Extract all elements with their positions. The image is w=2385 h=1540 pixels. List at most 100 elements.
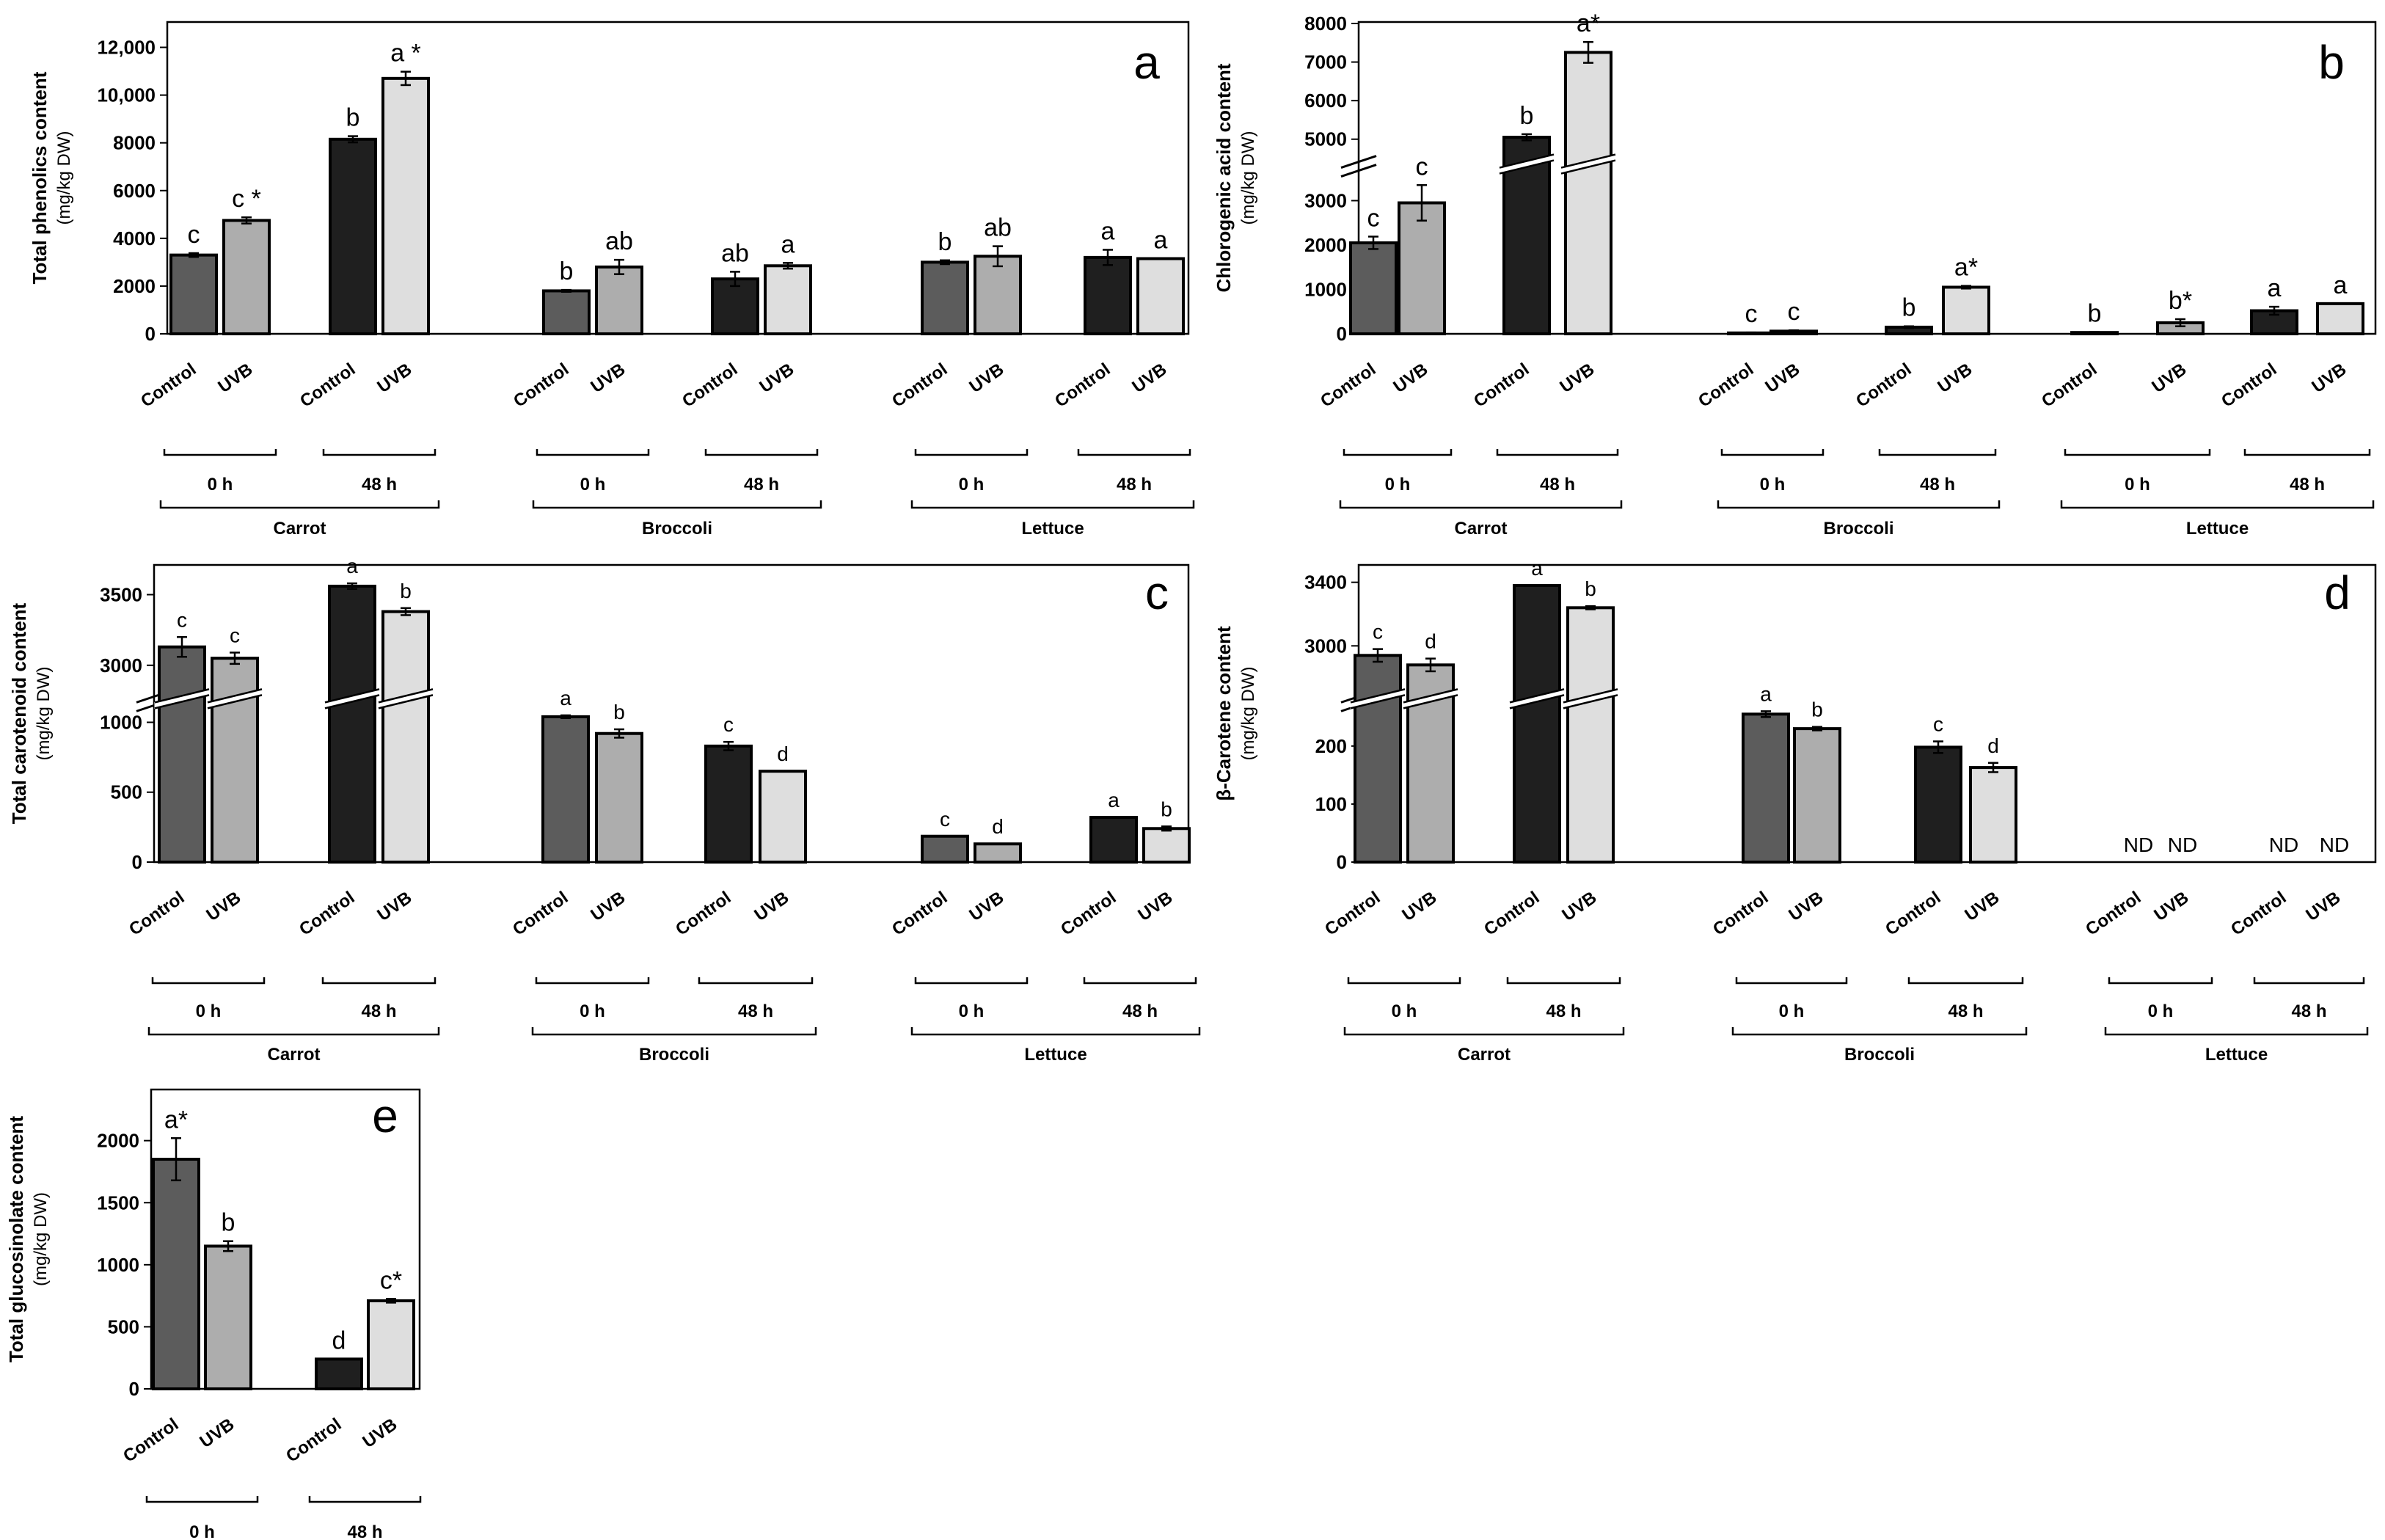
y-tick-label: 100 (1315, 793, 1347, 815)
bar (158, 645, 206, 864)
bar-break-line (1499, 153, 1555, 169)
vegetable-label: Broccoli (642, 519, 712, 539)
plot-frame (166, 21, 1190, 335)
vegetable-bracket (2060, 500, 2375, 509)
x-tick-label: UVB (2308, 360, 2350, 397)
time-label: 48 h (1540, 475, 1575, 495)
nd-label: ND (2124, 833, 2153, 856)
y-axis-unit: (mg/kg DW) (31, 1192, 51, 1286)
y-tick-label: 3000 (100, 654, 142, 676)
time-label: 0 h (1385, 475, 1411, 495)
data-label: c (723, 713, 734, 736)
plot-frame (150, 1088, 421, 1390)
panel-e: 0 500 1000 1500 2000 Total glucosinolate cont… (5, 1088, 422, 1540)
vegetable-label: Broccoli (639, 1045, 709, 1065)
data-label: a (2268, 274, 2282, 302)
vegetable-label: Carrot (1458, 1045, 1511, 1065)
y-tick-label: 5000 (1304, 128, 1347, 150)
data-label: d (332, 1326, 346, 1354)
panel-letter: a (1133, 36, 1160, 89)
time-label: 48 h (1117, 475, 1152, 495)
y-tick-label: 8000 (113, 132, 156, 154)
data-label: c (177, 608, 187, 631)
x-tick-label: Control (2082, 888, 2144, 940)
vegetable-label: Lettuce (2186, 519, 2249, 539)
bar-break-line (1560, 159, 1616, 175)
bar (595, 731, 643, 864)
bar-break-line (1563, 688, 1618, 704)
x-tick-label: UVB (1556, 360, 1598, 397)
y-axis-unit: (mg/kg DW) (1238, 667, 1258, 761)
time-label: 48 h (1546, 1001, 1581, 1021)
time-label: 48 h (1122, 1001, 1158, 1021)
data-label: b (346, 104, 360, 132)
x-tick-label: UVB (1389, 360, 1431, 397)
y-tick-label: 6000 (1304, 90, 1347, 112)
axis-break-mark (1340, 164, 1377, 178)
y-axis-unit: (mg/kg DW) (54, 131, 74, 225)
x-tick-label: Control (679, 360, 741, 412)
panel-letter: e (372, 1090, 398, 1142)
time-label: 0 h (196, 1001, 222, 1021)
vegetable-label: Carrot (273, 519, 326, 539)
data-label: c (940, 808, 950, 831)
x-tick-label: Control (296, 888, 358, 940)
time-bracket (1506, 977, 1621, 985)
x-tick-label: UVB (1128, 360, 1170, 397)
bar (1793, 727, 1841, 864)
x-tick-label: UVB (1134, 888, 1176, 925)
plot-frame (1357, 563, 2377, 864)
vegetable-bracket (532, 500, 822, 509)
x-tick-label: Control (125, 888, 188, 940)
bar (381, 76, 430, 335)
data-label: ab (721, 239, 749, 267)
time-bracket (151, 977, 266, 985)
vegetable-bracket (147, 1027, 440, 1036)
bar (1142, 827, 1191, 864)
bar-break-line (1563, 694, 1618, 709)
time-label: 48 h (2290, 475, 2325, 495)
bar-break-line (324, 688, 380, 704)
time-bracket (308, 1496, 422, 1503)
data-label: a* (1954, 254, 1978, 282)
bar-break-line (207, 688, 263, 704)
time-label: 0 h (208, 475, 233, 495)
bar (541, 715, 590, 864)
data-label: b (400, 580, 412, 602)
time-label: 0 h (1392, 1001, 1417, 1021)
x-tick-label: Control (1480, 888, 1543, 940)
bar (152, 1158, 200, 1390)
bar (1742, 712, 1790, 864)
bar (329, 137, 377, 336)
x-tick-label: Control (1882, 888, 1944, 940)
time-bracket (704, 449, 819, 456)
time-label: 0 h (959, 475, 985, 495)
x-tick-label: Control (509, 888, 571, 940)
x-tick-label: Control (120, 1415, 182, 1467)
vegetable-label: Broccoli (1844, 1045, 1915, 1065)
data-label: d (992, 815, 1004, 838)
vegetable-bracket (910, 500, 1195, 509)
data-label: a * (390, 40, 421, 67)
y-tick-label: 6000 (113, 180, 156, 202)
x-tick-label: Control (1051, 360, 1114, 412)
x-tick-label: UVB (1785, 888, 1827, 925)
bar (974, 842, 1022, 864)
bar (1564, 51, 1612, 335)
time-bracket (2243, 449, 2371, 456)
data-label: d (777, 742, 789, 765)
x-tick-label: UVB (2148, 360, 2190, 397)
y-tick-label: 0 (1337, 851, 1347, 873)
x-tick-label: UVB (587, 888, 629, 925)
time-bracket (914, 977, 1029, 985)
data-label: a (2334, 271, 2348, 299)
x-tick-label: UVB (587, 360, 629, 397)
vegetable-label: Lettuce (1024, 1045, 1086, 1065)
time-label: 48 h (2291, 1001, 2326, 1021)
y-tick-label: 3500 (100, 584, 142, 606)
vegetable-label: Lettuce (1021, 519, 1084, 539)
y-tick-label: 0 (129, 1378, 139, 1400)
time-label: 48 h (347, 1522, 382, 1540)
x-tick-label: UVB (756, 360, 797, 397)
time-bracket (322, 449, 437, 456)
